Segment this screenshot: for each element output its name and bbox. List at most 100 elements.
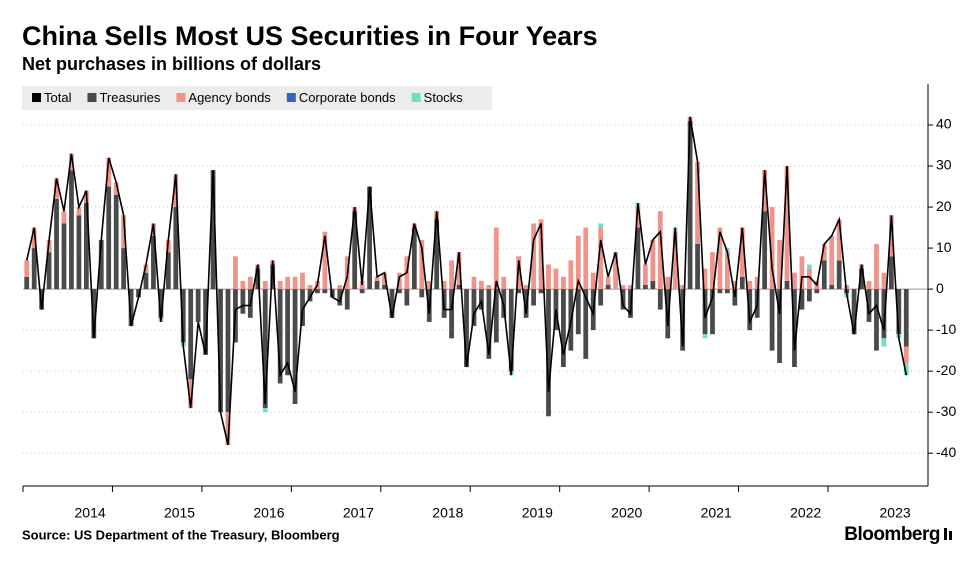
bar-segment bbox=[486, 289, 492, 359]
bar-segment bbox=[69, 170, 74, 290]
bar-segment bbox=[747, 280, 753, 290]
total-line bbox=[25, 116, 908, 446]
bar-segment bbox=[568, 260, 574, 290]
bar-segment bbox=[210, 170, 216, 290]
x-tick-label: 2016 bbox=[253, 505, 284, 521]
y-tick-label: -40 bbox=[936, 444, 956, 460]
bar-segment bbox=[31, 227, 37, 249]
bar-segment bbox=[173, 207, 179, 290]
bar-segment bbox=[240, 280, 246, 290]
bar-segment bbox=[598, 227, 604, 290]
bar-segment bbox=[76, 215, 82, 290]
bar-segment bbox=[61, 223, 67, 290]
bar-segment bbox=[672, 231, 678, 290]
bar-segment bbox=[516, 289, 522, 294]
bar-segment bbox=[881, 289, 887, 339]
bar-segment bbox=[397, 289, 402, 294]
x-tick-label: 2020 bbox=[611, 505, 642, 521]
bar-segment bbox=[300, 289, 305, 327]
bar-segment bbox=[754, 276, 760, 290]
bar-segment bbox=[769, 289, 775, 351]
bar-segment bbox=[143, 272, 149, 290]
bar-segment bbox=[426, 280, 432, 290]
bar-segment bbox=[687, 120, 693, 290]
bar-segment bbox=[247, 276, 253, 290]
bar-segment bbox=[538, 219, 544, 290]
bar-segment bbox=[620, 285, 626, 290]
bar-segment bbox=[695, 161, 700, 244]
bar-segment bbox=[792, 272, 797, 290]
legend-label: Treasuries bbox=[99, 90, 160, 105]
bar-segment bbox=[292, 276, 298, 290]
bar-segment bbox=[277, 289, 283, 384]
bar-segment bbox=[523, 289, 529, 318]
bar-segment bbox=[493, 289, 499, 343]
bar-segment bbox=[471, 276, 477, 290]
bar-segment bbox=[531, 289, 536, 306]
bar-segment bbox=[203, 289, 209, 355]
bar-segment bbox=[180, 289, 186, 343]
bar-segment bbox=[374, 280, 380, 290]
bar-segment bbox=[874, 243, 879, 290]
x-tick-label: 2018 bbox=[432, 505, 463, 521]
bar-segment bbox=[657, 289, 663, 310]
bar-segment bbox=[792, 289, 797, 368]
bar-segment bbox=[747, 289, 753, 331]
bar-segment bbox=[762, 211, 768, 290]
bar-segment bbox=[874, 289, 879, 351]
bar-segment bbox=[620, 289, 626, 310]
x-tick-label: 2015 bbox=[164, 505, 195, 521]
bar-segment bbox=[367, 186, 372, 290]
bar-segment bbox=[851, 289, 857, 335]
bar-segment bbox=[374, 276, 380, 281]
bar-segment bbox=[233, 256, 238, 290]
bar-segment bbox=[836, 260, 842, 290]
y-tick-label: 0 bbox=[936, 280, 944, 296]
bar-segment bbox=[121, 215, 127, 249]
bar-segment bbox=[262, 289, 268, 409]
bar-segment bbox=[113, 182, 119, 195]
bar-segment bbox=[836, 219, 842, 261]
x-tick-label: 2014 bbox=[75, 505, 106, 521]
bar-segment bbox=[866, 280, 872, 290]
bar-segment bbox=[39, 289, 45, 310]
bar-segment bbox=[292, 289, 298, 404]
bar-segment bbox=[382, 272, 387, 285]
bar-segment bbox=[531, 223, 536, 290]
bar-segment bbox=[583, 227, 589, 290]
x-tick-label: 2017 bbox=[343, 505, 374, 521]
bar-segment bbox=[106, 157, 112, 187]
bar-segment bbox=[449, 289, 454, 339]
bar-segment bbox=[546, 289, 551, 417]
chart-subtitle: Net purchases in billions of dollars bbox=[22, 54, 321, 74]
bar-segment bbox=[829, 235, 835, 285]
bar-segment bbox=[806, 289, 812, 302]
bar-segment bbox=[31, 248, 37, 290]
bar-segment bbox=[404, 289, 410, 306]
bar-segment bbox=[240, 289, 246, 314]
bar-segment bbox=[61, 211, 67, 224]
bar-segment bbox=[702, 268, 708, 290]
bar-segment bbox=[501, 276, 507, 290]
bar-segment bbox=[24, 260, 30, 277]
bar-segment bbox=[628, 285, 633, 290]
bar-segment bbox=[598, 223, 604, 228]
x-tick-label: 2021 bbox=[701, 505, 732, 521]
bar-segment bbox=[98, 239, 104, 290]
bar-segment bbox=[322, 289, 328, 294]
bar-segment bbox=[83, 202, 89, 290]
plot-area: -40 -30 -20 -10 0 10 20 30 40 2014 2015 2016 2017 201… bbox=[22, 84, 956, 521]
bar-segment bbox=[471, 289, 477, 327]
bar-segment bbox=[456, 252, 462, 285]
bar-segment bbox=[262, 280, 268, 290]
x-tick-label: 2019 bbox=[522, 505, 553, 521]
bar-segment bbox=[449, 260, 454, 290]
bar-segment bbox=[739, 276, 745, 290]
bar-segment bbox=[739, 227, 745, 277]
legend-label: Agency bonds bbox=[188, 90, 271, 105]
y-tick-label: -20 bbox=[936, 362, 956, 378]
bar-segment bbox=[188, 379, 194, 409]
bar-segment bbox=[814, 289, 820, 294]
bar-segment bbox=[151, 235, 156, 290]
bar-segment bbox=[859, 268, 864, 290]
